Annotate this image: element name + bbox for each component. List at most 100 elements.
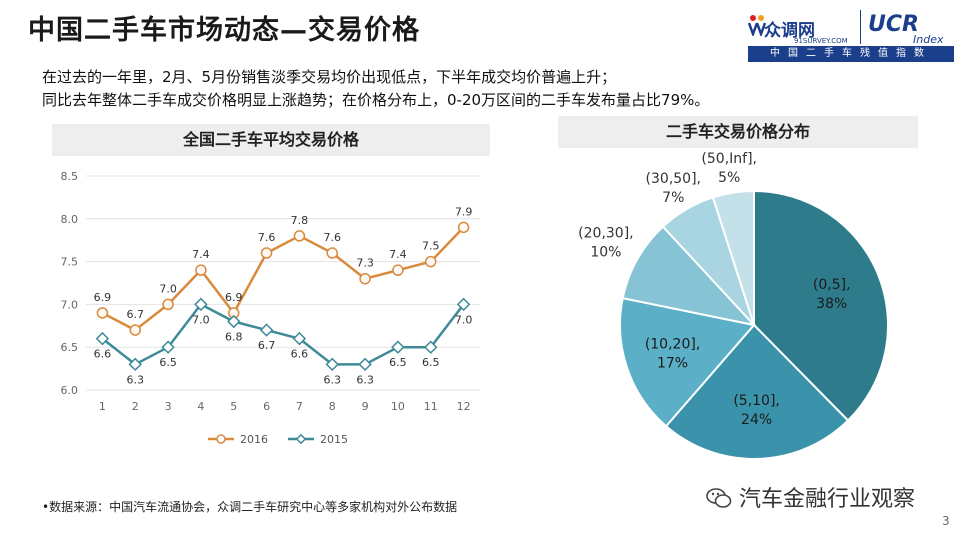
data-label-2016: 7.6: [324, 231, 342, 244]
y-tick-label: 6.0: [61, 384, 79, 397]
data-point-2016: [326, 247, 338, 259]
pie-slice-label: (0,5],: [813, 277, 851, 293]
x-tick-label: 2: [132, 400, 139, 413]
pie-slice-label: (5,10],: [733, 393, 780, 409]
pie-slice-percent: 10%: [590, 245, 621, 261]
data-label-2015: 6.7: [258, 339, 276, 352]
summary-line-2: 同比去年整体二手车成交价格明显上涨趋势；在价格分布上，0-20万区间的二手车发布…: [42, 91, 710, 109]
line-chart: 6.06.57.07.58.08.51 2 3 4 5 6 7 8 9 10 11 126.96.77…: [61, 170, 480, 446]
data-label-2015: 6.5: [159, 356, 177, 369]
data-label-2015: 6.5: [422, 356, 440, 369]
data-point-2016: [359, 272, 371, 285]
data-point-2015: [424, 340, 438, 354]
data-point-2015: [227, 314, 241, 329]
data-label-2015: 7.0: [455, 313, 473, 326]
data-point-2015: [358, 357, 372, 372]
data-label-2016: 7.9: [455, 205, 473, 218]
logo-brand-url: 91SURVEY.COM: [794, 37, 848, 45]
data-point-2015: [128, 357, 142, 372]
legend-label-2016: 2016: [240, 433, 268, 446]
page-title: 中国二手车市场动态—交易价格: [28, 15, 420, 46]
x-tick-label: 8: [329, 400, 336, 413]
summary-text: 在过去的一年里，2月、5月份销售淡季交易均价出现低点，下半年成交均价普遍上升； …: [42, 66, 709, 112]
pie-slice-percent: 24%: [741, 412, 772, 428]
pie-slice-label: (20,30],: [578, 226, 633, 242]
x-tick-label: 1: [99, 400, 106, 413]
x-tick-label: 3: [165, 400, 172, 413]
data-label-2015: 6.6: [94, 348, 112, 361]
series-line-2016: [101, 226, 465, 332]
data-label-2015: 6.6: [291, 348, 309, 361]
data-point-2015: [194, 297, 208, 312]
watermark-text: 汽车金融行业观察: [739, 487, 916, 512]
pie-slice: [621, 225, 757, 327]
data-point-2016: [392, 264, 404, 276]
page-number: 3: [942, 514, 950, 528]
pie-slice-percent: 5%: [718, 170, 740, 186]
pie-slice: [753, 189, 889, 422]
data-point-2015: [95, 331, 110, 346]
data-label-2016: 7.4: [192, 248, 210, 261]
data-point-2015: [161, 340, 175, 354]
data-label-2016: 7.6: [258, 231, 276, 244]
data-label-2015: 6.5: [389, 356, 407, 369]
watermark: 汽车金融行业观察: [706, 481, 915, 513]
data-point-2015: [456, 297, 471, 312]
pie-slice: [664, 323, 850, 460]
data-point-2016: [457, 221, 470, 234]
data-label-2015: 6.8: [225, 331, 243, 344]
ucr-logo: 众调网 91SURVEY.COM UCR Index 中国二手车残值指数: [748, 6, 954, 64]
summary-line-1: 在过去的一年里，2月、5月份销售淡季交易均价出现低点，下半年成交均价普遍上升；: [42, 68, 617, 86]
data-point-2016: [162, 298, 174, 311]
pie-chart: (0,5], 38% (5,10], 24% (10,20], 17% (20,30], 10…: [578, 151, 889, 460]
x-tick-label: 12: [457, 400, 471, 413]
data-point-2016: [260, 247, 273, 259]
data-point-2015: [292, 331, 307, 346]
data-label-2016: 7.5: [422, 240, 440, 253]
data-point-2016: [425, 255, 437, 268]
data-label-2016: 6.9: [94, 291, 112, 304]
wechat-icon: [706, 488, 732, 508]
data-point-2015: [391, 340, 405, 354]
y-tick-label: 7.5: [61, 256, 79, 269]
pie-slice-label: (10,20],: [645, 337, 700, 353]
data-label-2015: 6.3: [127, 373, 145, 386]
logo-brand-cn: 众调网: [764, 21, 815, 41]
pie-slice-label: (50,Inf],: [701, 151, 757, 167]
legend-marker-2016: [216, 434, 226, 444]
data-point-2015: [259, 323, 274, 337]
data-label-2016: 7.3: [356, 257, 374, 270]
data-label-2016: 7.8: [291, 214, 309, 227]
pie-slice: [619, 296, 756, 428]
data-label-2015: 6.3: [356, 373, 374, 386]
x-tick-label: 6: [263, 400, 270, 413]
data-point-2015: [325, 357, 339, 372]
logo-ucr: UCR: [868, 12, 919, 37]
data-label-2016: 6.7: [127, 308, 145, 321]
data-point-2016: [96, 307, 109, 319]
data-point-2016: [129, 324, 141, 336]
data-point-2016: [293, 230, 306, 242]
logo-figures-icon: [748, 15, 766, 36]
logo-index: Index: [913, 33, 944, 46]
pie-slice-percent: 38%: [816, 296, 847, 312]
x-tick-label: 5: [230, 400, 237, 413]
x-tick-label: 10: [391, 400, 405, 413]
y-tick-label: 7.0: [61, 298, 79, 311]
y-tick-label: 6.5: [61, 341, 79, 354]
x-tick-label: 4: [197, 400, 204, 413]
x-tick-label: 9: [362, 400, 369, 413]
data-label-2016: 6.9: [225, 291, 243, 304]
legend-marker-2015: [295, 433, 307, 445]
y-tick-label: 8.5: [61, 170, 79, 183]
pie-slice-label: (30,50],: [646, 171, 701, 187]
x-tick-label: 7: [296, 400, 303, 413]
legend-label-2015: 2015: [320, 433, 348, 446]
logo-tagline: 中国二手车残值指数: [748, 46, 954, 62]
data-label-2015: 7.0: [192, 313, 210, 326]
logo-divider: [860, 10, 861, 44]
data-label-2015: 6.3: [324, 373, 342, 386]
line-chart-title: 全国二手车平均交易价格: [52, 124, 490, 156]
data-label-2016: 7.4: [389, 248, 407, 261]
pie-slice: [711, 189, 755, 326]
